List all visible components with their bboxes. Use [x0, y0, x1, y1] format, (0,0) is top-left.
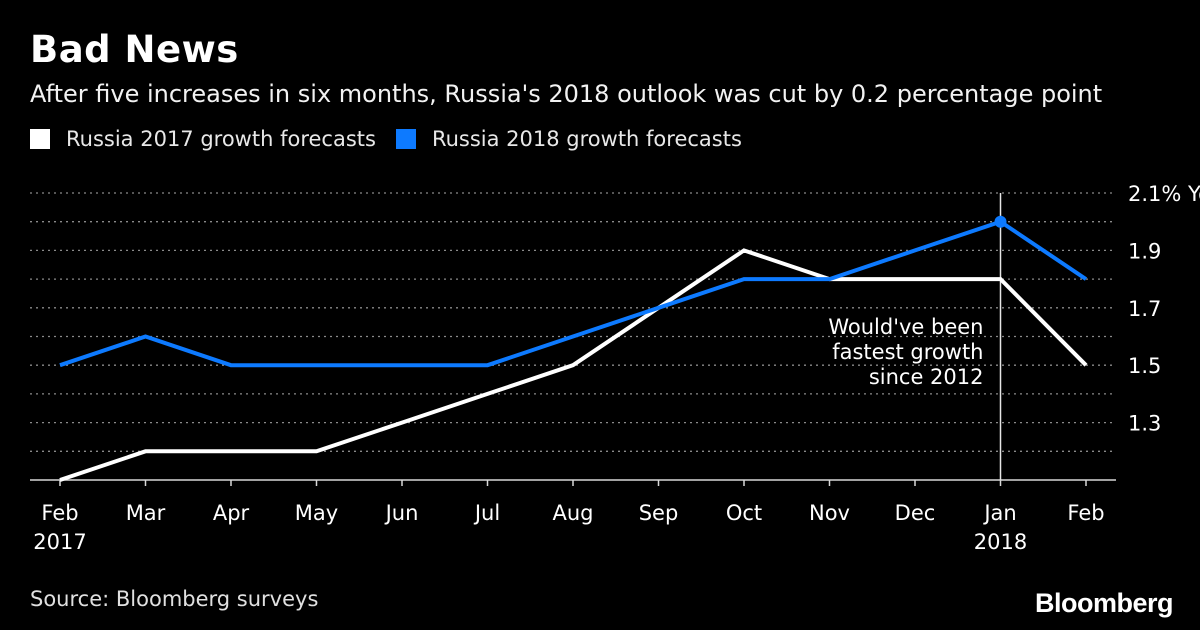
bloomberg-logo: Bloomberg [1034, 588, 1174, 618]
legend-swatch-2017 [30, 129, 50, 149]
chart-subtitle: After five increases in six months, Russ… [30, 80, 1103, 108]
y-tick-label: 2.1% YoY [1128, 182, 1200, 206]
x-tick-label: Jan [982, 501, 1016, 525]
annotation-text: fastest growth [832, 340, 983, 364]
x-tick-label: Jun [384, 501, 419, 525]
x-tick-label: Jul [473, 501, 500, 525]
y-tick-label: 1.7 [1128, 297, 1161, 321]
x-tick-label: Feb [1067, 501, 1104, 525]
x-tick-label: May [295, 501, 338, 525]
legend-label-2018: Russia 2018 growth forecasts [431, 127, 742, 151]
x-tick-label: Oct [726, 501, 762, 525]
x-tick-label: Dec [895, 501, 936, 525]
legend-item-2017: Russia 2017 growth forecasts [30, 127, 376, 151]
legend: Russia 2017 growth forecasts Russia 2018… [30, 127, 762, 151]
series-line-2018 [59, 219, 1088, 368]
x-tick-label: Feb [41, 501, 78, 525]
annotation-text: since 2012 [869, 365, 984, 389]
annotation-text: Would've been [828, 315, 983, 339]
legend-label-2017: Russia 2017 growth forecasts [66, 127, 376, 151]
chart-title: Bad News [30, 28, 239, 71]
y-tick-label: 1.5 [1128, 354, 1161, 378]
x-tick-label: Aug [552, 501, 593, 525]
legend-swatch-2018 [395, 129, 416, 149]
x-tick-label: Nov [809, 501, 850, 525]
x-tick-label: Sep [639, 501, 679, 525]
x-tick-label: Apr [213, 501, 250, 525]
x-tick-year-label: 2018 [974, 530, 1027, 554]
series-line-2017 [59, 248, 1088, 482]
y-tick-label: 1.9 [1128, 239, 1161, 263]
y-tick-label: 1.3 [1128, 412, 1161, 436]
source-note: Source: Bloomberg surveys [30, 587, 319, 611]
series-marker-2018 [994, 215, 1007, 228]
legend-item-2018: Russia 2018 growth forecasts [395, 127, 742, 151]
x-tick-label: Mar [126, 501, 166, 525]
x-tick-year-label: 2017 [33, 530, 86, 554]
